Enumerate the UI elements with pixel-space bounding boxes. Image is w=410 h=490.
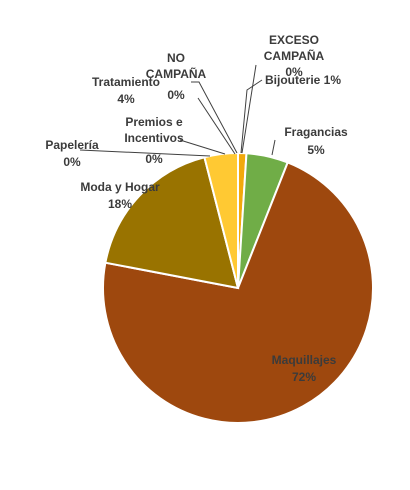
label-fragancias-pct: 5% (307, 143, 325, 157)
leader-no-campana (191, 82, 237, 153)
label-maquillajes-pct: 72% (292, 370, 316, 384)
leader-tratamiento (198, 98, 235, 154)
label-no-campana-line1: NO (167, 51, 185, 65)
label-fragancias: Fragancias (284, 125, 348, 139)
label-tratamiento: Tratamiento (92, 75, 160, 89)
label-papeleria: Papelería (45, 138, 99, 152)
label-premios-line1: Premios e (125, 115, 183, 129)
label-exceso-campana-line1: EXCESO (269, 33, 319, 47)
label-maquillajes: Maquillajes (272, 353, 337, 367)
label-premios-pct: 0% (145, 152, 163, 166)
leader-fragancias (272, 140, 275, 155)
label-moda-hogar-pct: 18% (108, 197, 132, 211)
leader-premios (180, 140, 225, 154)
label-exceso-campana-line2: CAMPAÑA (264, 48, 325, 63)
label-moda-hogar: Moda y Hogar (80, 180, 160, 194)
label-no-campana-pct: 0% (167, 88, 185, 102)
label-tratamiento-pct: 4% (117, 92, 135, 106)
leader-exceso (242, 65, 256, 153)
label-papeleria-pct: 0% (63, 155, 81, 169)
label-premios-line2: Incentivos (124, 131, 184, 145)
label-bijouterie: Bijouterie 1% (265, 73, 341, 87)
